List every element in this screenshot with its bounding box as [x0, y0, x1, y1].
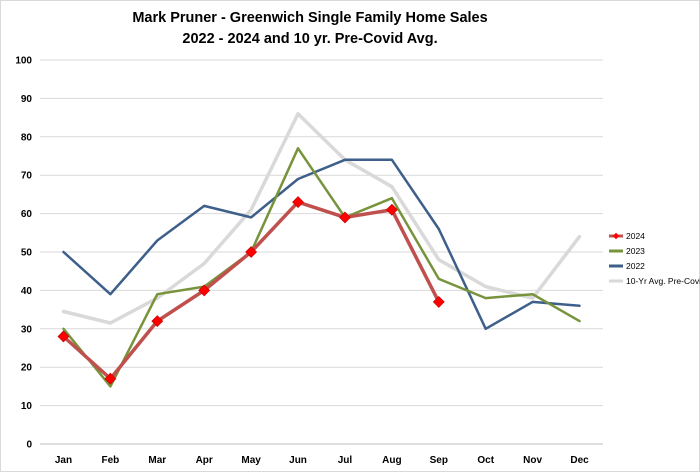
- series-lines: [57, 112, 582, 388]
- data-point-2024-may: [245, 246, 258, 258]
- y-tick-label: 0: [26, 440, 32, 451]
- y-tick-label: 30: [21, 324, 33, 335]
- series-line-2023: [62, 147, 581, 388]
- legend-label-2024: 2024: [626, 231, 645, 241]
- legend-label-10-yr-avg-pre-covid: 10-Yr Avg. Pre-Covid: [626, 276, 700, 286]
- x-tick-label-apr: Apr: [196, 455, 213, 466]
- data-point-2024-jan: [57, 330, 70, 343]
- y-tick-label: 10: [21, 401, 33, 412]
- legend-label-2022: 2022: [626, 261, 645, 271]
- y-tick-label: 80: [21, 132, 33, 143]
- data-point-2024-jun: [292, 196, 304, 209]
- x-tick-label-oct: Oct: [477, 455, 494, 466]
- y-tick-label: 40: [21, 286, 33, 297]
- x-axis-tick-labels: Jan Feb Mar Apr May Jun Jul Aug Sep Oct Nov Dec: [55, 455, 589, 466]
- x-tick-label-jul: Jul: [338, 455, 353, 466]
- legend-label-2023: 2023: [626, 246, 645, 256]
- chart-subtitle: 2022 - 2024 and 10 yr. Pre-Covid Avg.: [182, 31, 438, 47]
- x-tick-label-jun: Jun: [289, 455, 307, 466]
- series-line-2022: [62, 158, 581, 331]
- x-tick-label-nov: Nov: [523, 455, 542, 466]
- x-tick-label-aug: Aug: [382, 455, 401, 466]
- legend: 2024 2023 2022 10-Yr Avg. Pre-Covid: [609, 231, 700, 286]
- x-tick-label-jan: Jan: [55, 455, 72, 466]
- legend-marker-2024: [612, 232, 620, 240]
- x-tick-label-feb: Feb: [101, 455, 119, 466]
- chart-title: Mark Pruner - Greenwich Single Family Ho…: [132, 10, 488, 26]
- y-axis-tick-labels: 0 10 20 30 40 50 60 70 80 90 100: [15, 56, 32, 451]
- data-point-2024-mar: [151, 315, 164, 328]
- chart-title-block: Mark Pruner - Greenwich Single Family Ho…: [0, 8, 620, 50]
- y-tick-label: 50: [21, 248, 33, 259]
- data-point-2024-aug: [385, 203, 398, 216]
- data-point-2024-apr: [198, 284, 211, 297]
- y-tick-label: 20: [21, 363, 33, 374]
- y-tick-label: 70: [21, 171, 33, 182]
- x-tick-label-sep: Sep: [430, 455, 448, 466]
- y-tick-label: 100: [15, 56, 32, 67]
- x-tick-label-mar: Mar: [148, 455, 166, 466]
- data-point-2024-jul: [339, 211, 351, 224]
- y-tick-label: 60: [21, 209, 33, 220]
- series-line-10-yr-avg-pre-covid: [61, 112, 582, 325]
- gridlines: [40, 59, 603, 445]
- y-tick-label: 90: [21, 94, 33, 105]
- data-point-2024-sep: [432, 295, 445, 308]
- data-point-2024-feb: [104, 372, 117, 385]
- x-tick-label-may: May: [241, 455, 261, 466]
- x-tick-label-dec: Dec: [570, 455, 589, 466]
